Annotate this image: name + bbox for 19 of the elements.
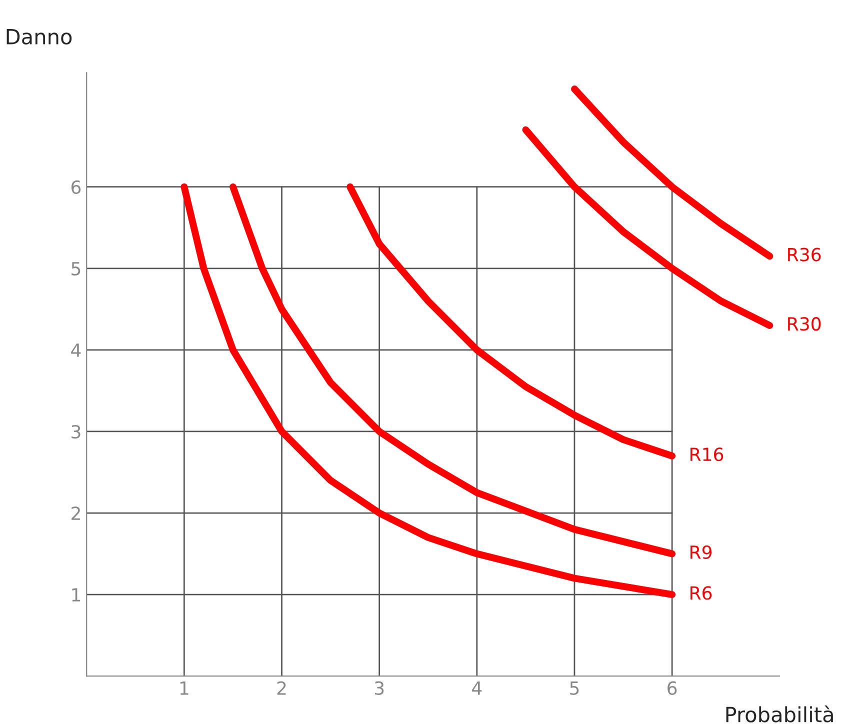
y-tick-label: 3 (72, 424, 80, 439)
series-label: R36 (788, 248, 821, 262)
x-tick-label: 6 (668, 681, 677, 695)
y-tick-label: 5 (72, 262, 80, 276)
y-tick-label: 2 (72, 506, 80, 520)
series-label: R30 (788, 317, 821, 331)
x-axis-title: Probabilità (726, 705, 833, 722)
x-tick-label: 2 (277, 681, 286, 695)
series-label: R9 (690, 545, 712, 560)
x-tick-label: 1 (180, 682, 188, 695)
y-tick-label: 6 (72, 180, 81, 194)
x-tick-label: 4 (472, 682, 482, 695)
x-tick-label: 3 (374, 681, 384, 695)
series-label: R16 (690, 448, 724, 462)
y-tick-label: 4 (71, 344, 81, 357)
x-tick-label: 5 (570, 682, 579, 695)
y-tick-label: 1 (72, 588, 80, 602)
y-axis-title: Danno (6, 29, 72, 45)
series-label: R6 (690, 586, 712, 600)
